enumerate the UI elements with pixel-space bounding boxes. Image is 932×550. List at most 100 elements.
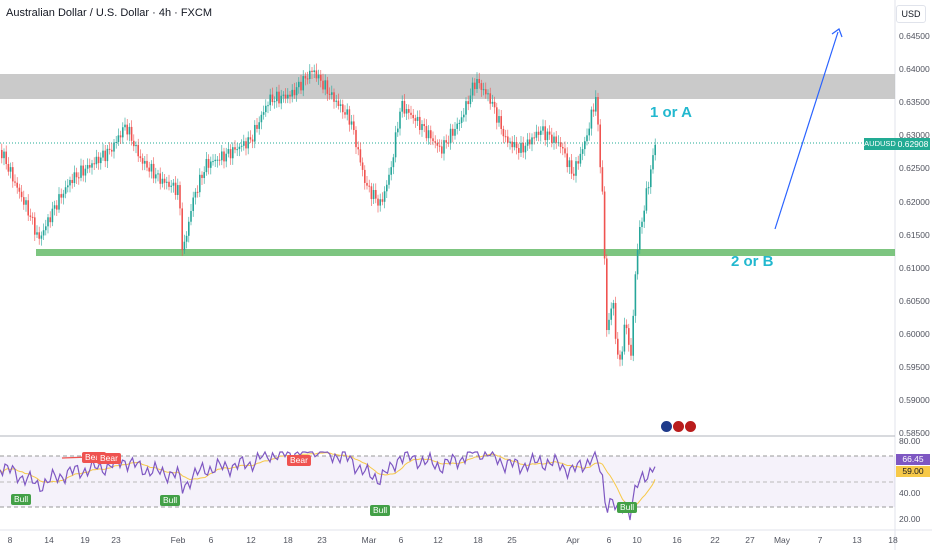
- candle: [500, 116, 502, 129]
- candle: [27, 200, 29, 216]
- candle: [144, 160, 146, 164]
- candle: [97, 156, 100, 164]
- wave-label-a[interactable]: 1 or A: [650, 104, 692, 121]
- candle: [139, 156, 142, 159]
- resistance-zone[interactable]: [0, 74, 895, 99]
- us-flag-icon[interactable]: [684, 420, 697, 433]
- candle: [557, 142, 560, 144]
- candle: [654, 144, 656, 156]
- candle: [185, 235, 188, 242]
- candle: [300, 81, 302, 91]
- candle: [443, 140, 445, 154]
- candle: [617, 338, 619, 355]
- candle: [126, 124, 128, 135]
- candle: [520, 142, 522, 153]
- candle: [95, 156, 98, 165]
- time-tick: 12: [433, 535, 443, 545]
- candle: [243, 141, 245, 146]
- candle: [20, 191, 23, 198]
- bull-signal: Bull: [160, 495, 181, 506]
- candle-series: [1, 63, 656, 367]
- candle: [128, 126, 131, 135]
- bull-signal: Bull: [11, 494, 32, 505]
- candle: [452, 128, 454, 136]
- candle: [368, 185, 370, 187]
- price-tick: 0.63500: [899, 97, 930, 107]
- arrow-head: [831, 28, 843, 38]
- candle: [471, 82, 474, 96]
- candle: [403, 100, 406, 114]
- candle: [590, 109, 593, 129]
- candle: [122, 127, 124, 138]
- candle: [533, 137, 535, 139]
- candle: [342, 104, 344, 113]
- candle: [599, 124, 601, 168]
- candle: [460, 117, 463, 123]
- candle: [619, 354, 621, 360]
- rsi-tick: 40.00: [899, 488, 921, 498]
- candle: [595, 97, 597, 112]
- candle: [465, 101, 467, 115]
- candle: [12, 167, 14, 182]
- candle: [445, 140, 447, 143]
- wave-label-b[interactable]: 2 or B: [731, 253, 774, 270]
- candle: [23, 197, 25, 205]
- candle: [339, 104, 342, 106]
- candle: [487, 93, 489, 95]
- candle: [267, 105, 269, 107]
- candle: [427, 130, 430, 139]
- candle: [498, 116, 500, 123]
- candle: [432, 138, 434, 142]
- candle: [383, 191, 386, 202]
- candle: [64, 187, 67, 194]
- forecast-arrow[interactable]: [774, 31, 839, 230]
- candle: [562, 146, 564, 149]
- candle: [601, 167, 604, 192]
- candle: [489, 93, 491, 104]
- candle: [515, 142, 518, 149]
- candle: [458, 122, 461, 124]
- candle: [225, 153, 227, 162]
- candle: [295, 87, 298, 96]
- candle: [372, 189, 375, 200]
- candle: [584, 141, 586, 150]
- candle: [245, 141, 247, 149]
- candle: [179, 185, 181, 209]
- candle: [115, 141, 117, 143]
- time-tick: 23: [111, 535, 121, 545]
- candle: [236, 149, 238, 151]
- candle: [306, 78, 309, 80]
- candle: [577, 161, 579, 164]
- candle: [559, 142, 562, 147]
- candle: [141, 158, 144, 164]
- candle: [581, 149, 584, 154]
- candle: [504, 136, 507, 138]
- candle: [3, 151, 5, 159]
- candle: [526, 139, 529, 146]
- candle: [174, 182, 177, 195]
- candle: [621, 351, 623, 360]
- candle: [278, 91, 280, 104]
- candle: [414, 118, 417, 121]
- candle: [346, 109, 348, 115]
- candle: [603, 191, 606, 259]
- price-tick: 0.62500: [899, 163, 930, 173]
- candle: [537, 131, 540, 135]
- candle: [509, 141, 511, 143]
- candle: [410, 112, 412, 115]
- candle: [199, 174, 201, 193]
- candle: [639, 227, 641, 250]
- candle: [628, 328, 630, 345]
- candle: [553, 136, 555, 143]
- candle: [100, 157, 102, 164]
- last-price-label: 0.62908: [896, 138, 930, 150]
- candle: [568, 160, 571, 168]
- candle: [40, 235, 43, 239]
- candle: [152, 163, 155, 179]
- support-zone[interactable]: [36, 249, 895, 256]
- currency-selector[interactable]: USD: [896, 5, 926, 23]
- candle: [359, 149, 362, 163]
- time-tick: 23: [317, 535, 327, 545]
- candle: [75, 172, 78, 178]
